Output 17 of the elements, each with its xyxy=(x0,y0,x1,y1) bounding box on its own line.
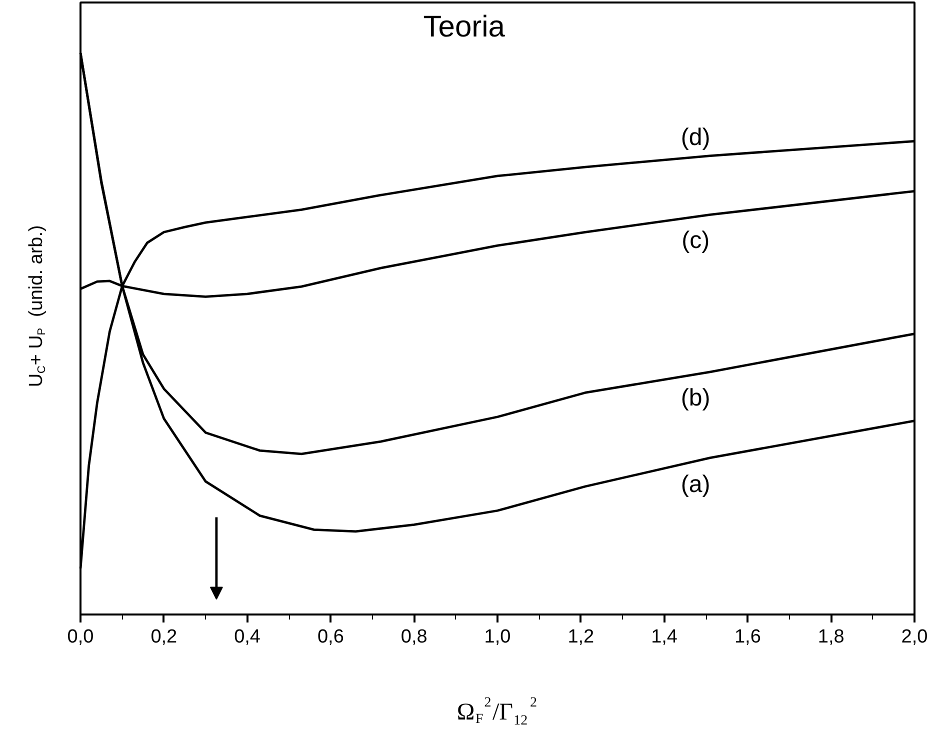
x-tick-label: 1,4 xyxy=(651,626,678,648)
x-tick-label: 0,6 xyxy=(317,626,344,648)
x-tick-label: 0,0 xyxy=(67,626,94,648)
series-label: (c) xyxy=(682,226,710,254)
series-label: (a) xyxy=(680,471,710,498)
series-label: (b) xyxy=(680,384,710,412)
x-tick-label: 1,2 xyxy=(568,626,594,648)
x-tick-label: 0,2 xyxy=(150,626,178,648)
x-tick-label: 0,4 xyxy=(234,626,261,648)
x-tick-label: 0,8 xyxy=(400,626,428,648)
chart-title: Teoria xyxy=(423,10,506,44)
x-tick-label: 1,8 xyxy=(818,626,844,648)
x-tick-label: 2,0 xyxy=(901,626,928,648)
x-tick-label: 1,0 xyxy=(484,626,511,648)
x-tick-label: 1,6 xyxy=(734,626,761,648)
y-axis-title: UC+ UP (unid. arb.) xyxy=(26,225,48,388)
series-label: (d) xyxy=(680,124,710,152)
